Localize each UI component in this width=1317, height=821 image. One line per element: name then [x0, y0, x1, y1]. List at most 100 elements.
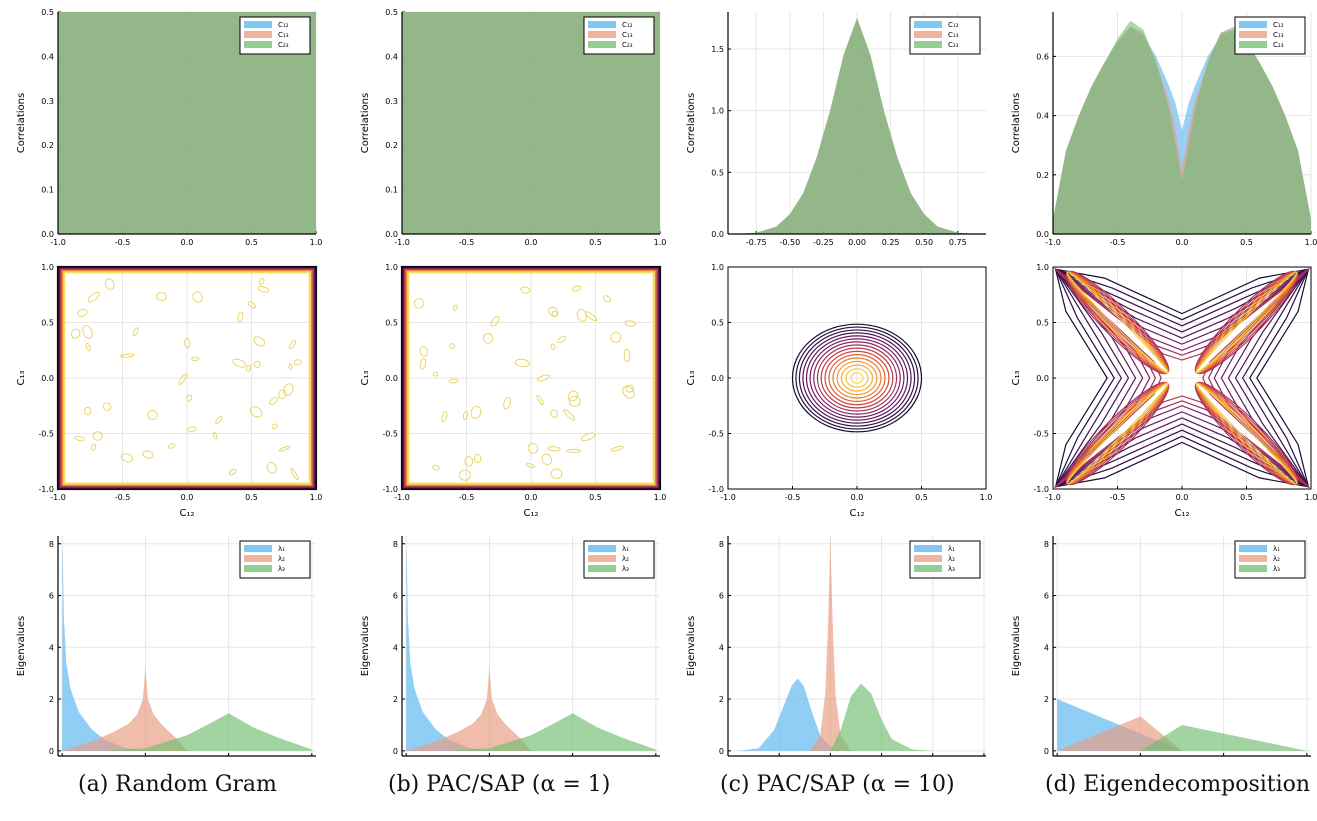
3-ytick-label: 0.2	[1036, 171, 1049, 180]
c-contour-xlabel: C₁₂	[850, 508, 865, 519]
a-correlations-legend-swatch	[244, 31, 272, 38]
10-ytick-label: 2	[719, 695, 724, 704]
a-contour-contour-blob	[92, 431, 103, 441]
a-contour-contour-blob	[288, 339, 297, 350]
6-xtick-label: 1.0	[980, 493, 993, 502]
a-contour-contour-blob	[215, 416, 223, 424]
b-contour-contour-blob	[550, 468, 563, 479]
a-contour-contour-blob	[132, 327, 139, 337]
7-ytick-label: -0.5	[1033, 430, 1049, 439]
b-contour-contour-blob	[520, 286, 531, 294]
b-contour-contour-blob	[547, 446, 561, 452]
1-xtick-label: 1.0	[654, 238, 667, 247]
c-correlations-legend-swatch	[914, 31, 942, 38]
1-xtick-label: -1.0	[394, 238, 410, 247]
a-contour-contour-blob	[187, 426, 197, 433]
d-correlations-legend-label: C₁₂	[1273, 21, 1284, 29]
a-correlations-legend-swatch	[244, 41, 272, 48]
2-xtick-label: 0.50	[915, 238, 933, 247]
d-correlations-legend-label: C₁₃	[1273, 31, 1284, 39]
b-contour-contour-blob	[610, 446, 624, 452]
b-contour-contour-blob	[576, 308, 588, 322]
a-contour-contour-blob	[102, 402, 112, 411]
b-contour-contour-blob	[550, 343, 556, 351]
b-eigen-legend-swatch	[588, 565, 616, 572]
b-contour-contour-blob	[551, 310, 558, 317]
d-contour-ylabel: C₁₃	[1011, 371, 1022, 386]
a-contour-contour-blob	[120, 453, 134, 463]
b-contour-contour-blob	[526, 463, 536, 469]
11-ytick-label: 4	[1044, 643, 1049, 652]
b-contour-contour-blob	[441, 411, 448, 422]
b-correlations-legend-swatch	[588, 31, 616, 38]
caption-d: (d) Eigendecomposition	[1045, 772, 1311, 797]
1-ytick-label: 0.3	[385, 97, 398, 106]
7-xtick-label: 0.0	[1176, 493, 1189, 502]
a-contour-contour-blob	[191, 356, 200, 362]
c-correlations-ylabel: Correlations	[686, 93, 697, 153]
figure: -1.0 -0.5 0.0 0.5 1.0 0.0 0.1 0.2 0.3 0.4 0.5 Corre…	[16, 8, 1317, 757]
a-contour-contour-blob	[247, 301, 257, 309]
6-ytick-label: -0.5	[708, 430, 724, 439]
caption-c: (c) PAC/SAP (α = 10)	[720, 772, 955, 797]
b-contour-contour-blob	[537, 374, 551, 382]
1-panel: -1.0 -0.5 0.0 0.5 1.0 0.0 0.1 0.2 0.3 0.4 0.5 Corre…	[360, 8, 666, 247]
b-contour-contour-blob	[462, 411, 469, 420]
a-contour-contour-blob	[269, 396, 279, 405]
b-contour-contour-blob	[419, 357, 427, 370]
a-contour-contour-blob	[293, 359, 302, 366]
a-contour-contour-blob	[278, 389, 287, 400]
9-panel: 012302468Eigenvaluesλ₁λ₂λ₃	[360, 536, 660, 757]
c-contour-ylabel: C₁₃	[686, 371, 697, 386]
a-contour-contour-blob	[245, 364, 251, 373]
3-ytick-label: 0.4	[1036, 112, 1049, 121]
b-contour-contour-edge	[405, 269, 657, 487]
b-contour-contour-blob	[527, 442, 539, 454]
d-eigen-legend-swatch	[1239, 565, 1267, 572]
a-contour-contour-edge	[59, 268, 315, 488]
b-contour-contour-edge	[402, 267, 660, 489]
d-contour-xlabel: C₁₂	[1175, 508, 1190, 519]
a-eigen-legend-swatch	[244, 555, 272, 562]
b-eigen-legend-swatch	[588, 545, 616, 552]
9-ytick-label: 4	[393, 643, 398, 652]
d-contour-contour-arm	[1195, 382, 1298, 485]
2-panel: -0.75 -0.50 -0.25 0.00 0.25 0.50 0.75 0.0 0.5 1.0…	[686, 12, 986, 247]
d-correlations-ylabel: Correlations	[1011, 93, 1022, 153]
b-contour-contour-blob	[623, 348, 631, 363]
d-contour-contour-arm	[1066, 271, 1169, 374]
1-ytick-label: 0.2	[385, 141, 398, 150]
c-contour-frame	[727, 266, 987, 490]
b-eigen-legend-label: λ₁	[622, 545, 629, 553]
d-contour-contour-arm	[1195, 271, 1298, 374]
0-ytick-label: 0.3	[41, 97, 54, 106]
2-xtick-label: 0.00	[848, 238, 866, 247]
b-contour-contour-blob	[566, 448, 581, 453]
b-eigen-ylabel: Eigenvalues	[360, 616, 371, 676]
a-contour-contour-blob	[249, 406, 263, 418]
a-contour-contour-blob	[288, 363, 293, 371]
5-xtick-label: -0.5	[459, 493, 475, 502]
5-xtick-label: -1.0	[394, 493, 410, 502]
d-correlations-legend-swatch	[1239, 41, 1267, 48]
a-contour-contour-blob	[186, 394, 193, 402]
1-ytick-label: 0.4	[385, 52, 398, 61]
6-xtick-label: 0.0	[851, 493, 864, 502]
c-contour-contour-level	[836, 360, 878, 396]
b-contour-contour-blob	[541, 453, 553, 466]
4-xtick-label: 0.0	[181, 493, 194, 502]
5-xtick-label: 1.0	[654, 493, 667, 502]
4-xtick-label: 1.0	[310, 493, 323, 502]
1-xtick-label: 0.0	[525, 238, 538, 247]
b-contour-contour-blob	[470, 405, 482, 419]
c-contour-contour-level	[828, 354, 886, 402]
b-contour-contour-blob	[567, 390, 579, 402]
b-contour-contour-blob	[610, 331, 622, 343]
d-correlations-legend-swatch	[1239, 21, 1267, 28]
a-contour-contour-edge	[61, 269, 313, 487]
2-ytick-label: 1.5	[711, 45, 724, 54]
b-correlations-legend-label: C₁₂	[622, 21, 633, 29]
11-ytick-label: 2	[1044, 695, 1049, 704]
b-contour-xlabel: C₁₂	[524, 508, 539, 519]
a-contour-contour-blob	[237, 311, 244, 323]
